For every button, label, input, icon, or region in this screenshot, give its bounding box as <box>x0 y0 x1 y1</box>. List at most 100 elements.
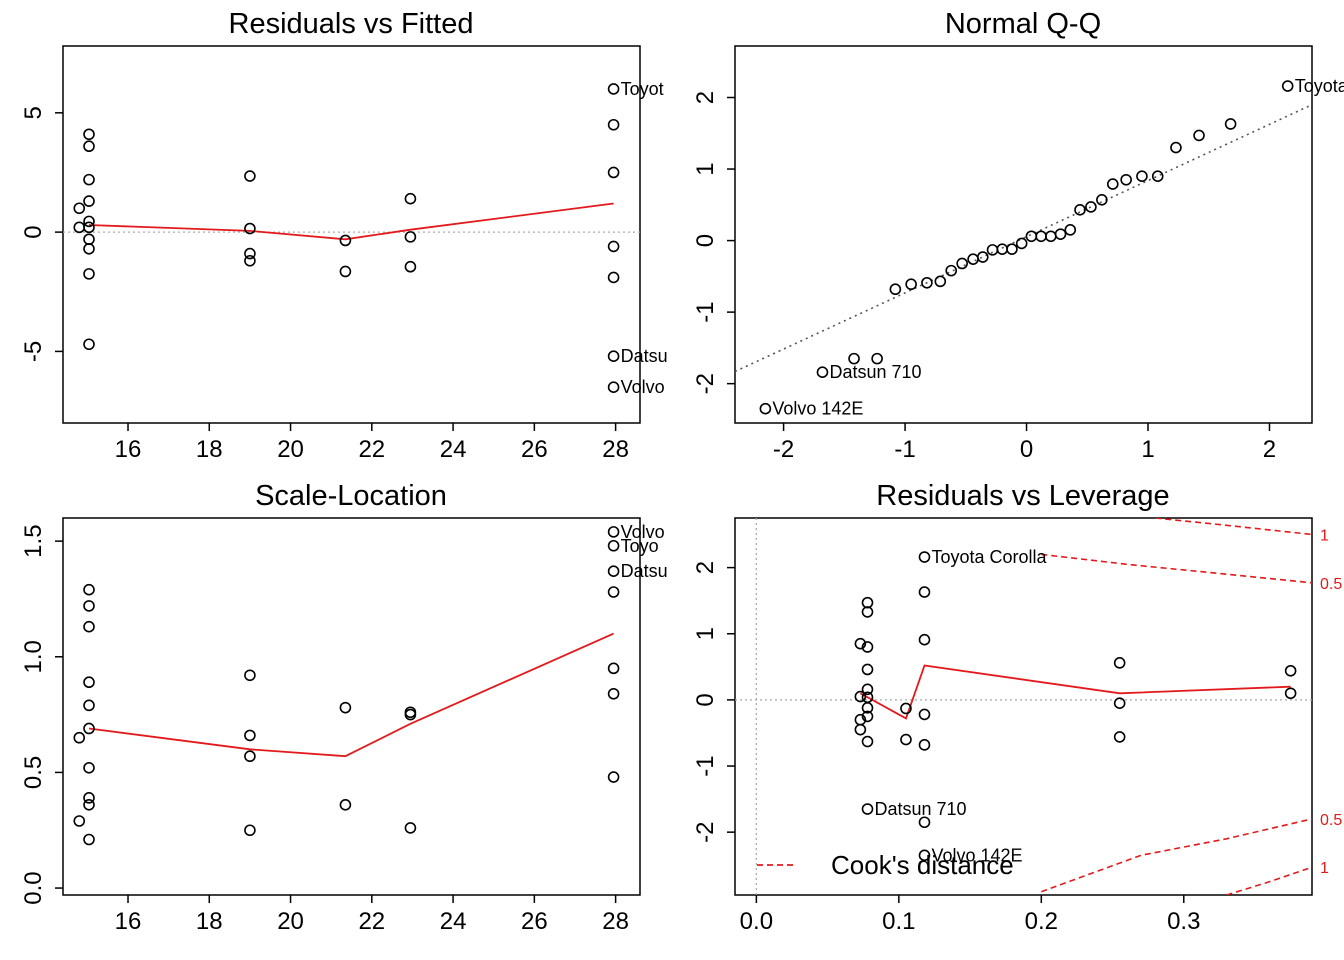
data-point <box>73 221 86 234</box>
x-tick-label: 2 <box>1263 436 1276 463</box>
point-label: Datsun 710 <box>874 799 966 819</box>
x-tick-label: 0.1 <box>882 908 915 935</box>
data-point <box>986 244 999 256</box>
data-point <box>404 822 417 834</box>
data-point <box>918 551 931 563</box>
x-tick-label: 28 <box>602 436 629 463</box>
cooks-distance-label: 1 <box>1320 860 1329 877</box>
x-tick-label: 20 <box>277 908 304 935</box>
data-point <box>83 338 95 351</box>
y-tick-label: -1 <box>692 301 719 322</box>
legend-text: Cook's distance <box>831 850 1014 880</box>
data-point <box>918 708 931 721</box>
data-point <box>918 739 931 751</box>
data-point <box>854 723 867 736</box>
data-point <box>339 265 352 278</box>
data-point <box>83 676 95 689</box>
y-tick-label: -1 <box>692 755 719 776</box>
data-point <box>1113 657 1126 669</box>
data-point <box>607 771 620 783</box>
x-tick-label: 18 <box>196 908 223 935</box>
y-tick-label: 2 <box>692 91 719 104</box>
qq-reference-line <box>735 103 1312 373</box>
data-point <box>83 583 95 596</box>
data-point <box>918 633 931 646</box>
data-point <box>921 276 933 289</box>
data-point <box>83 140 95 153</box>
point-label: Toyo <box>621 536 659 556</box>
data-point <box>1113 731 1126 743</box>
data-point <box>900 733 912 746</box>
y-tick-label: 0.5 <box>20 756 47 789</box>
data-point <box>83 173 95 186</box>
data-point <box>404 708 417 721</box>
data-point <box>1045 230 1057 243</box>
residuals-vs-fitted-plot-area: 16 18 20 22 24 26 28 -5 0 5 Toyot Datsu Volvo <box>20 79 668 463</box>
cooks-distance-curve <box>1041 818 1312 893</box>
data-point <box>607 350 620 362</box>
data-point <box>1151 170 1164 182</box>
data-point <box>918 849 931 862</box>
normal-qq-plot-area: -2 -1 0 1 2 -2 -1 0 1 2 Volvo 142E Datsun 710 Toyota… <box>692 76 1344 463</box>
residuals-vs-leverage-plot-area: 0.0 0.1 0.2 0.3 -2 -1 0 1 2 1 0.5 0.5 1 Datsun 710 Toy… <box>692 518 1342 935</box>
x-tick-label: 18 <box>196 436 223 463</box>
y-tick-label: -2 <box>692 821 719 842</box>
x-tick-label: 26 <box>521 436 548 463</box>
data-point <box>607 83 620 95</box>
x-tick-label: 16 <box>115 436 142 463</box>
data-point <box>83 268 95 280</box>
data-point <box>1064 224 1077 236</box>
y-tick-label: 0 <box>20 225 47 238</box>
x-tick-label: 16 <box>115 908 142 935</box>
data-point <box>1284 687 1297 700</box>
data-point <box>73 731 86 744</box>
y-tick-label: 0 <box>692 234 719 247</box>
residuals-vs-leverage-title: Residuals vs Leverage <box>876 480 1169 512</box>
data-point <box>1054 228 1067 240</box>
scale-location-frame <box>62 517 641 896</box>
data-point <box>945 264 958 277</box>
data-point <box>607 539 620 552</box>
y-tick-label: 1 <box>692 627 719 640</box>
data-point <box>1096 194 1108 206</box>
cooks-distance-curve <box>1226 866 1312 895</box>
data-point <box>607 687 620 700</box>
data-point <box>244 824 256 837</box>
data-point <box>848 352 860 365</box>
smooth-line <box>88 202 614 241</box>
residuals-vs-fitted-panel: Residuals vs Fitted 16 18 20 22 24 26 28 -5 0 5 To… <box>20 8 668 463</box>
x-tick-label: 24 <box>440 436 467 463</box>
data-point <box>900 702 912 715</box>
point-label: Toyota Corolla <box>1295 76 1344 96</box>
cooks-distance-label: 0.5 <box>1320 812 1342 829</box>
data-point <box>967 253 979 265</box>
normal-qq-frame <box>734 45 1313 424</box>
point-label: Datsun 710 <box>829 362 921 382</box>
data-point <box>1170 141 1182 154</box>
data-point <box>244 254 256 267</box>
data-point <box>607 240 620 253</box>
data-point <box>861 663 874 676</box>
data-point <box>607 526 620 538</box>
residuals-vs-fitted-frame <box>62 45 641 424</box>
data-point <box>996 243 1009 255</box>
residuals-vs-fitted-title: Residuals vs Fitted <box>229 8 474 40</box>
x-tick-label: 1 <box>1141 436 1154 463</box>
point-label: Toyot <box>621 79 664 99</box>
point-label: Datsu <box>621 561 668 581</box>
data-point <box>905 278 917 291</box>
data-point <box>339 798 352 811</box>
y-tick-label: 2 <box>692 561 719 574</box>
data-point <box>861 683 874 696</box>
data-point <box>244 247 256 260</box>
data-point <box>607 662 620 675</box>
data-point <box>404 192 417 205</box>
x-tick-label: 0.3 <box>1167 908 1200 935</box>
data-point <box>1015 237 1028 250</box>
data-point <box>861 641 874 653</box>
data-point <box>816 366 829 379</box>
x-tick-label: 20 <box>277 436 304 463</box>
data-point <box>607 118 620 131</box>
data-point <box>244 669 256 682</box>
